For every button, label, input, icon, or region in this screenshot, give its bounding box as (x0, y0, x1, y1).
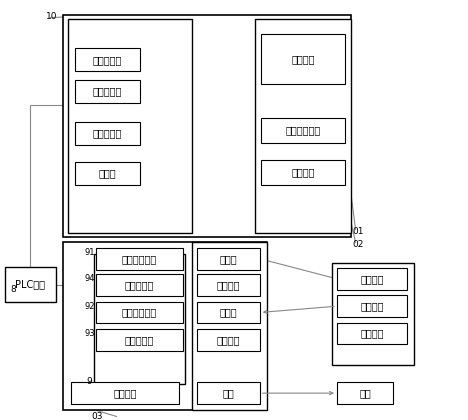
Text: 引风机变频器: 引风机变频器 (122, 307, 157, 318)
Text: 01: 01 (352, 227, 364, 236)
Text: 91: 91 (85, 248, 95, 257)
Bar (96, 329, 183, 351)
Text: 冷水回流: 冷水回流 (360, 301, 384, 311)
Text: 引风机: 引风机 (219, 307, 237, 318)
Bar (96, 302, 183, 323)
Text: 92: 92 (85, 302, 95, 310)
Bar (68, 19, 192, 233)
Text: 水温传感器: 水温传感器 (93, 55, 122, 65)
Bar (197, 382, 260, 404)
Bar (75, 122, 140, 145)
Text: 灰分: 灰分 (359, 388, 371, 398)
Bar (261, 34, 345, 84)
Bar (96, 248, 183, 270)
Bar (255, 19, 351, 233)
Text: 94: 94 (85, 274, 95, 283)
Bar (337, 295, 407, 317)
Text: 气化炉芒: 气化炉芒 (292, 167, 315, 177)
Bar (192, 241, 267, 410)
Text: 10: 10 (46, 12, 58, 21)
Text: 灰筛电机: 灰筛电机 (216, 335, 240, 345)
Bar (197, 302, 260, 323)
Bar (261, 160, 345, 185)
Text: 灰筛变频器: 灰筛变频器 (124, 335, 154, 345)
Bar (75, 162, 140, 185)
Text: 鼓风机: 鼓风机 (219, 254, 237, 264)
Text: 重力传感器: 重力传感器 (93, 129, 122, 138)
Bar (337, 382, 393, 404)
Text: 热电偶: 热电偶 (99, 168, 117, 178)
Bar (197, 274, 260, 296)
Bar (332, 262, 414, 365)
Text: 炉体水套: 炉体水套 (292, 54, 315, 64)
Bar (337, 323, 407, 344)
Text: 气缸: 气缸 (222, 388, 234, 398)
Bar (75, 80, 140, 103)
Bar (94, 254, 185, 384)
Bar (63, 241, 267, 410)
Text: 热水输出: 热水输出 (360, 274, 384, 284)
Bar (197, 248, 260, 270)
Bar (96, 274, 183, 296)
Bar (75, 48, 140, 71)
Text: 排灰电机: 排灰电机 (216, 280, 240, 290)
Text: 02: 02 (352, 240, 363, 249)
Text: 03: 03 (91, 412, 103, 420)
Bar (63, 15, 351, 237)
Text: 排灰变频器: 排灰变频器 (124, 280, 154, 290)
Bar (197, 329, 260, 351)
Text: 9: 9 (87, 377, 92, 386)
Text: 系统供水: 系统供水 (360, 328, 384, 339)
Text: 偏心筛灰装置: 偏心筛灰装置 (285, 125, 321, 135)
Text: PLC控制: PLC控制 (15, 280, 45, 289)
Bar (71, 382, 179, 404)
Text: 8: 8 (10, 285, 16, 294)
Text: 鼓风机变频器: 鼓风机变频器 (122, 254, 157, 264)
Bar (337, 268, 407, 290)
Text: 高压空气: 高压空气 (113, 388, 137, 398)
Bar (261, 118, 345, 143)
Text: 水压传感器: 水压传感器 (93, 87, 122, 96)
Text: 93: 93 (84, 329, 95, 338)
Bar (5, 267, 56, 302)
